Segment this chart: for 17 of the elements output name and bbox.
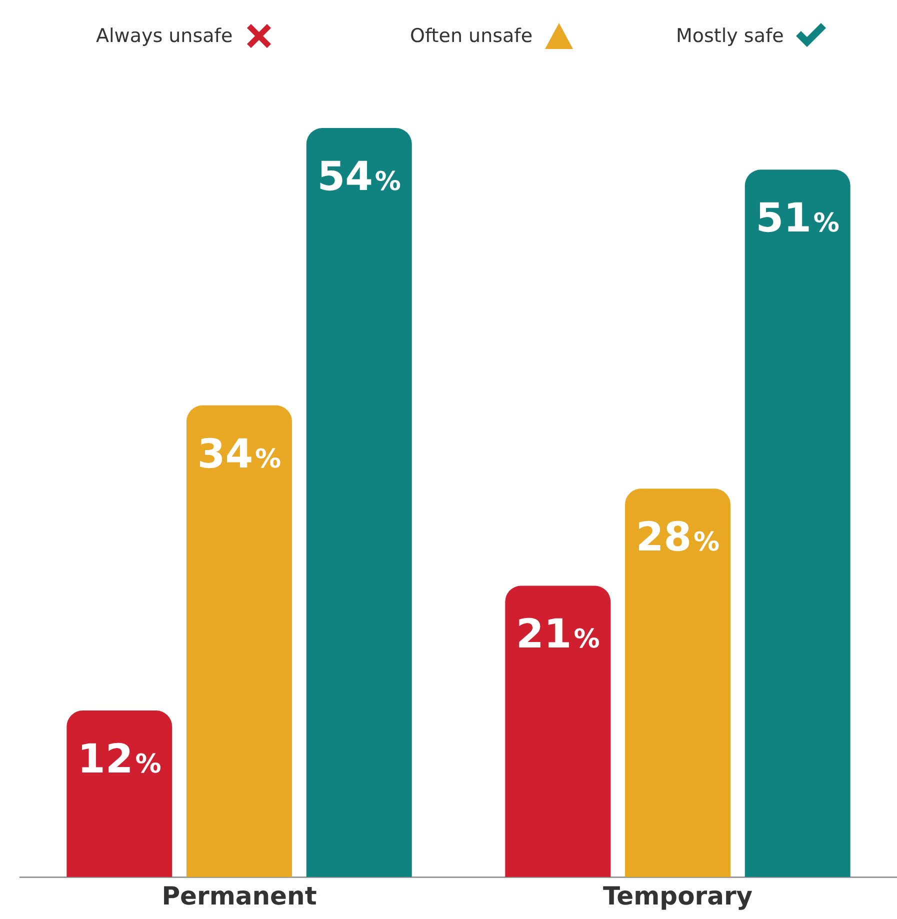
bar xyxy=(66,710,172,877)
legend-label: Often unsafe xyxy=(410,25,533,47)
data-label: 21% xyxy=(516,612,600,658)
bar xyxy=(625,488,730,877)
data-label: 28% xyxy=(636,514,720,561)
legend-label: Mostly safe xyxy=(676,25,784,47)
bar xyxy=(744,170,850,877)
bar xyxy=(186,405,292,877)
bar xyxy=(306,128,412,877)
x-tick-label: Permanent xyxy=(162,882,317,910)
bar xyxy=(505,586,611,877)
data-label: 34% xyxy=(197,431,282,478)
data-label: 54% xyxy=(317,154,401,200)
data-label: 12% xyxy=(78,736,162,783)
x-tick-label: Temporary xyxy=(602,882,753,910)
data-label: 51% xyxy=(756,196,840,242)
legend-label: Always unsafe xyxy=(96,25,233,47)
